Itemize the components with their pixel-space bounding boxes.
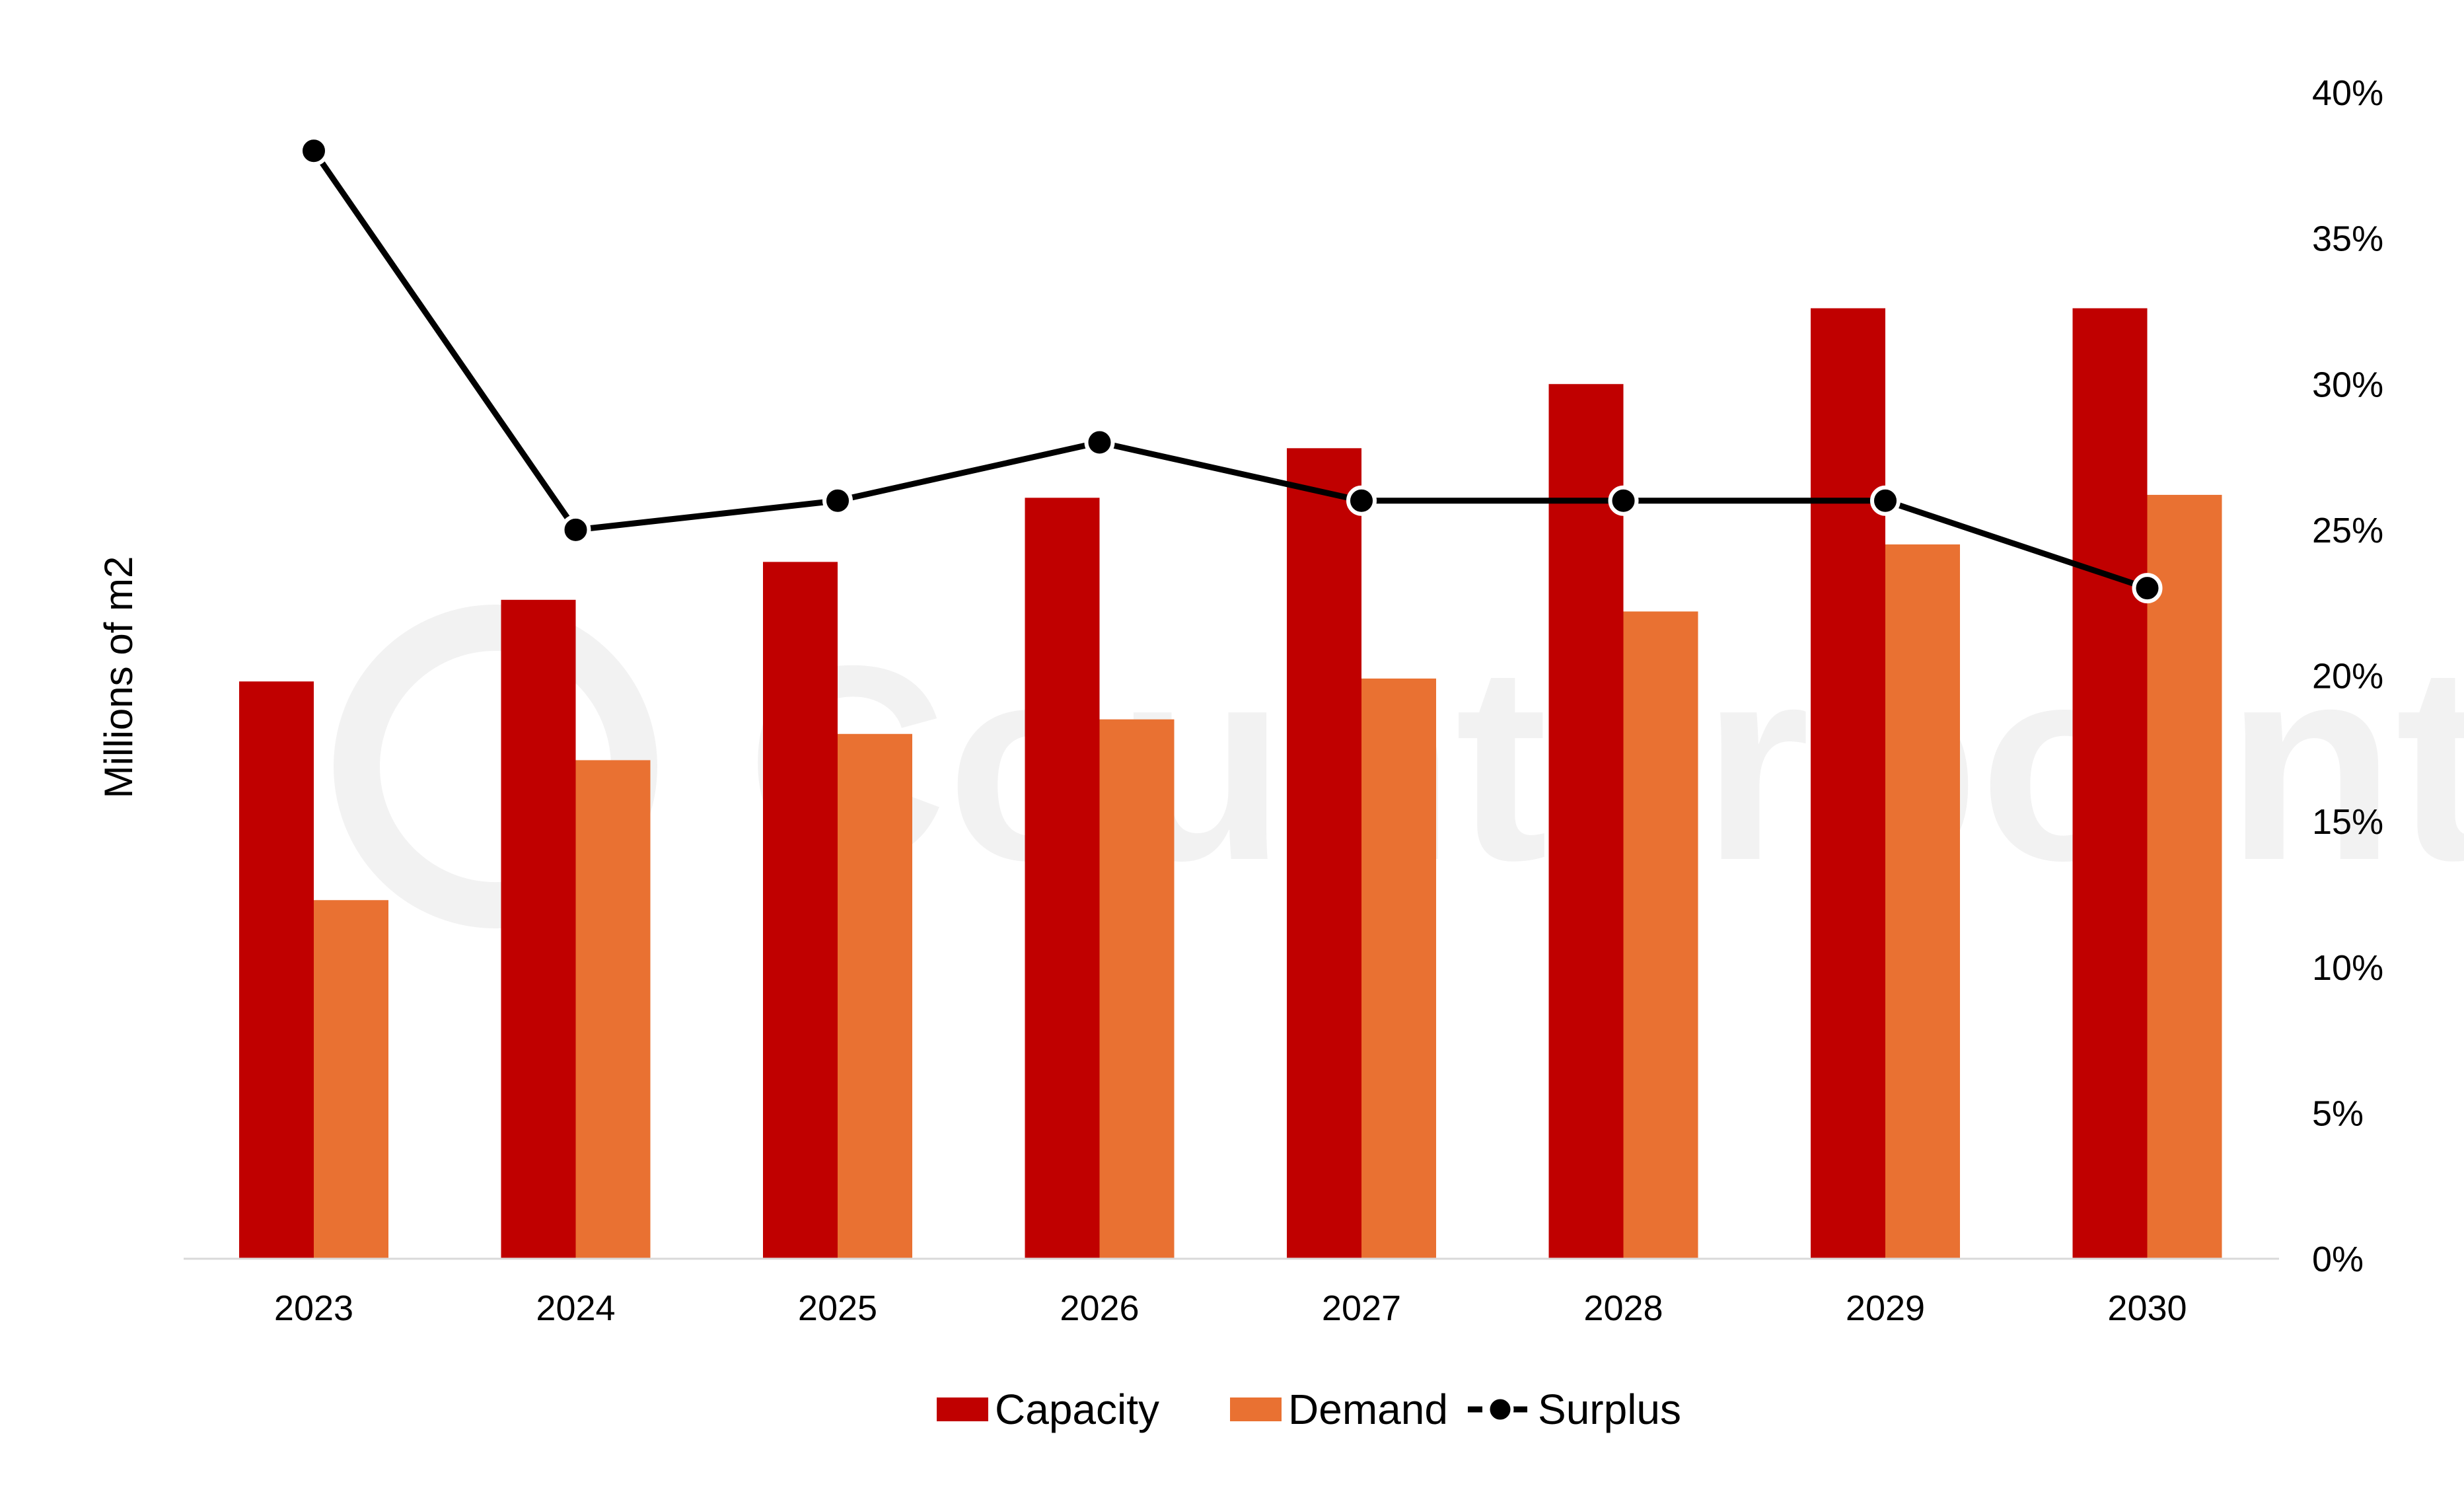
- point-surplus-2027: [1346, 485, 1377, 516]
- bar-demand-2027: [1361, 678, 1436, 1259]
- legend-swatch-surplus: [1468, 1396, 1533, 1423]
- y2-tick-label: 25%: [2312, 511, 2383, 550]
- legend-swatch-capacity: [937, 1397, 988, 1421]
- bar-capacity-2028: [1548, 384, 1624, 1259]
- x-tick-label: 2024: [536, 1288, 615, 1328]
- x-tick-label: 2030: [2107, 1288, 2187, 1328]
- point-surplus-2023: [299, 135, 329, 167]
- legend-label-demand: Demand: [1288, 1386, 1448, 1433]
- bar-capacity-2027: [1287, 448, 1361, 1259]
- legend: Capacity Demand Surplus: [937, 1386, 1681, 1433]
- y2-tick-label: 5%: [2312, 1094, 2364, 1133]
- surplus-line-layer: [299, 135, 2163, 604]
- bar-demand-2030: [2147, 494, 2222, 1259]
- y2-tick-label: 40%: [2312, 73, 2383, 113]
- point-surplus-2028: [1608, 485, 1639, 516]
- bar-demand-2025: [838, 733, 912, 1259]
- legend-label-surplus: Surplus: [1538, 1386, 1681, 1433]
- y2-tick-label: 35%: [2312, 219, 2383, 259]
- bar-demand-2028: [1623, 611, 1698, 1259]
- bar-capacity-2025: [763, 562, 838, 1259]
- legend-swatch-demand: [1230, 1397, 1282, 1421]
- legend-marker-swatch: [1486, 1396, 1514, 1423]
- bar-capacity-2030: [2072, 308, 2148, 1259]
- y2-tick-label: 0%: [2312, 1240, 2364, 1279]
- x-tick-label: 2027: [1322, 1288, 1401, 1328]
- bar-capacity-2024: [501, 599, 576, 1259]
- point-surplus-2029: [1870, 485, 1901, 516]
- bar-capacity-2023: [239, 681, 314, 1259]
- x-axis-ticks: 2023 2024 2025 2026 2027 2028 2029 2030: [274, 1288, 2187, 1328]
- point-surplus-2026: [1084, 427, 1115, 458]
- y2-tick-label: 15%: [2312, 802, 2383, 842]
- x-tick-label: 2028: [1583, 1288, 1663, 1328]
- bar-demand-2024: [575, 760, 651, 1259]
- x-tick-label: 2023: [274, 1288, 353, 1328]
- y2-tick-label: 30%: [2312, 365, 2383, 404]
- x-tick-label: 2026: [1060, 1288, 1139, 1328]
- y-axis-title: Millions of m2: [96, 556, 141, 799]
- point-surplus-2025: [822, 485, 853, 516]
- bar-capacity-2026: [1025, 498, 1100, 1259]
- point-surplus-2024: [560, 514, 591, 545]
- x-tick-label: 2025: [798, 1288, 877, 1328]
- bar-capacity-2029: [1811, 308, 1885, 1259]
- bar-demand-2023: [314, 900, 388, 1259]
- line-surplus: [311, 149, 2148, 591]
- bar-demand-2029: [1885, 544, 1960, 1259]
- legend-label-capacity: Capacity: [995, 1386, 1159, 1433]
- right-axis-ticks: 0% 5% 10% 15% 20% 25% 30% 35% 40%: [2312, 73, 2383, 1279]
- y2-tick-label: 10%: [2312, 948, 2383, 988]
- bars-layer: [239, 308, 2222, 1259]
- point-surplus-2030: [2132, 573, 2163, 604]
- y2-tick-label: 20%: [2312, 657, 2383, 696]
- bar-demand-2026: [1099, 719, 1175, 1259]
- x-tick-label: 2029: [1846, 1288, 1925, 1328]
